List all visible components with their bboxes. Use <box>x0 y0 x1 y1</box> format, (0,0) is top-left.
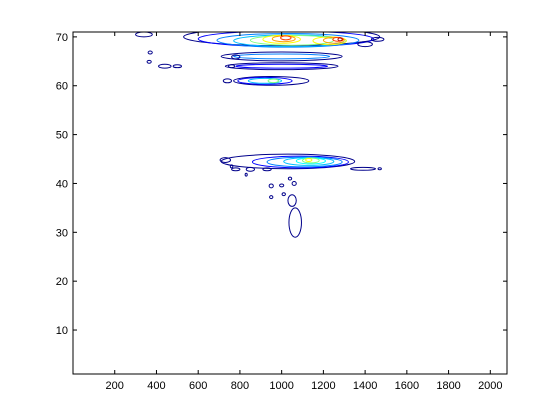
contour-line <box>357 41 373 48</box>
y-tick-label: 20 <box>56 276 68 288</box>
contour-line <box>337 37 343 42</box>
contour-line <box>332 36 344 42</box>
contour-line <box>231 167 241 172</box>
contour-line <box>172 64 182 69</box>
contour-line <box>219 157 232 163</box>
contour-line <box>244 172 248 177</box>
contour-line <box>322 36 345 44</box>
x-tick-label: 800 <box>231 380 249 392</box>
y-tick-label: 40 <box>56 178 68 190</box>
x-tick-label: 1600 <box>395 380 419 392</box>
y-axis: 10 20 30 40 50 60 70 <box>56 32 507 337</box>
contour-lines <box>135 32 385 238</box>
contour-line <box>283 157 335 166</box>
contour-line <box>222 78 233 84</box>
contour-line <box>229 164 234 169</box>
contour-line <box>302 157 320 164</box>
contour-line <box>312 36 347 46</box>
contour-line <box>158 63 172 69</box>
contour-region-band-66 <box>220 51 343 62</box>
contour-line <box>220 51 343 62</box>
contour-line <box>247 77 283 84</box>
contour-line <box>233 75 310 86</box>
x-axis: 200 400 600 800 1000 1200 1400 1600 1800 2000 <box>106 32 503 392</box>
x-tick-label: 400 <box>147 380 165 392</box>
contour-line <box>370 36 385 42</box>
contour-line <box>287 176 293 181</box>
axes-box <box>72 31 508 375</box>
contour-line <box>281 192 286 197</box>
contour-line <box>262 167 272 172</box>
contour-line <box>280 35 292 41</box>
contour-region-band-61 <box>233 75 310 86</box>
contour-line <box>251 155 349 169</box>
contour-line <box>266 156 343 168</box>
contour-line <box>287 194 297 207</box>
contour-line <box>350 166 377 171</box>
contour-line <box>291 181 297 186</box>
contour-line <box>245 166 256 172</box>
contour-line <box>268 183 274 189</box>
contour-line <box>267 78 280 84</box>
contour-line <box>146 59 152 64</box>
x-tick-label: 1400 <box>353 380 377 392</box>
contour-line <box>279 183 285 188</box>
y-tick-label: 50 <box>56 130 68 142</box>
contour-line <box>235 63 329 69</box>
contour-line <box>147 50 153 55</box>
x-tick-label: 1000 <box>269 380 293 392</box>
contour-region-top-band <box>183 32 381 48</box>
contour-line <box>288 207 302 238</box>
y-tick-label: 60 <box>56 81 68 93</box>
x-tick-label: 1200 <box>311 380 335 392</box>
x-tick-label: 200 <box>106 380 124 392</box>
y-tick-label: 70 <box>56 32 68 44</box>
contour-region-specks <box>135 32 385 200</box>
contour-line <box>227 64 236 69</box>
contour-line <box>135 32 153 38</box>
x-tick-label: 600 <box>189 380 207 392</box>
y-tick-label: 10 <box>56 325 68 337</box>
contour-line <box>231 54 241 60</box>
contour-line <box>237 76 293 85</box>
contour-line <box>183 32 381 47</box>
y-tick-label: 30 <box>56 227 68 239</box>
contour-line <box>224 62 339 71</box>
x-tick-label: 2000 <box>478 380 502 392</box>
contour-line <box>377 167 382 171</box>
contour-line <box>269 195 274 200</box>
contour-line <box>305 158 313 162</box>
contour-region-band-64 <box>224 62 339 71</box>
contour-line <box>233 53 331 60</box>
x-tick-label: 1800 <box>436 380 460 392</box>
contour-region-stem <box>287 194 302 238</box>
